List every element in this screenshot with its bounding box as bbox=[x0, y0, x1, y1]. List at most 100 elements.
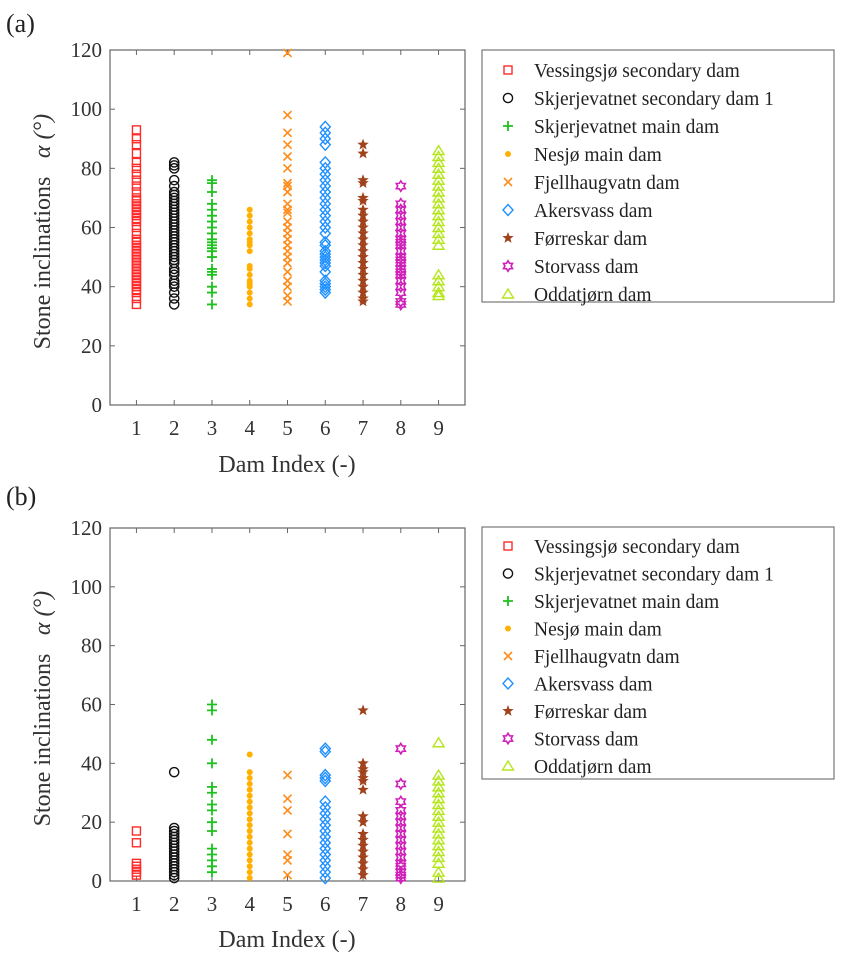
x-tick-label: 8 bbox=[396, 416, 407, 440]
x-tick-label: 6 bbox=[320, 416, 331, 440]
data-point bbox=[357, 772, 369, 783]
legend-marker bbox=[501, 287, 515, 299]
data-point bbox=[131, 222, 142, 233]
data-point bbox=[168, 828, 180, 840]
data-point bbox=[394, 868, 407, 882]
data-point bbox=[319, 197, 332, 211]
data-point bbox=[206, 817, 217, 828]
data-point bbox=[357, 816, 369, 828]
data-point bbox=[246, 827, 253, 834]
data-point bbox=[357, 191, 369, 203]
y-tick-label: 0 bbox=[92, 869, 103, 893]
data-point bbox=[431, 821, 446, 833]
x-tick-label: 5 bbox=[282, 892, 293, 916]
data-point bbox=[246, 218, 253, 225]
data-point bbox=[319, 830, 332, 844]
legend-marker bbox=[502, 92, 514, 104]
data-point bbox=[168, 180, 180, 192]
data-point bbox=[431, 191, 446, 203]
y-tick-label: 120 bbox=[71, 38, 103, 62]
data-point bbox=[431, 197, 446, 209]
data-point bbox=[319, 859, 332, 873]
data-point bbox=[131, 175, 142, 185]
data-point bbox=[319, 226, 332, 240]
panel-a-ylabel-group: Stone inclinations α (°) bbox=[30, 114, 56, 349]
data-point bbox=[282, 290, 293, 301]
data-point bbox=[131, 234, 142, 245]
data-point bbox=[246, 851, 253, 858]
data-point bbox=[246, 775, 253, 782]
legend-entry: Førreskar dam bbox=[534, 702, 647, 723]
data-point bbox=[246, 236, 253, 243]
data-point bbox=[357, 221, 369, 233]
data-point bbox=[131, 181, 142, 191]
panel-a-ticks: 1 2 3 4 5 6 7 8 9 0 20 40 60 80 100 120 bbox=[71, 38, 465, 440]
panel-b-legend bbox=[481, 526, 835, 780]
data-point bbox=[431, 203, 446, 215]
panel-b-points bbox=[131, 699, 446, 885]
data-point bbox=[131, 858, 142, 869]
data-point bbox=[319, 265, 332, 279]
panel-b-ylabel: Stone inclinations bbox=[30, 654, 56, 827]
data-point bbox=[206, 299, 217, 310]
data-point bbox=[131, 299, 142, 310]
panel-a-legend bbox=[481, 49, 835, 303]
data-point bbox=[168, 822, 180, 834]
data-point bbox=[282, 181, 293, 191]
data-point bbox=[319, 155, 332, 169]
data-point bbox=[319, 842, 332, 856]
data-point bbox=[431, 780, 446, 792]
y-tick-label: 80 bbox=[81, 634, 102, 658]
data-point bbox=[168, 174, 180, 186]
data-point bbox=[282, 163, 293, 173]
data-point bbox=[357, 757, 369, 769]
data-point bbox=[319, 836, 332, 850]
x-tick-label: 5 bbox=[282, 416, 293, 440]
data-point bbox=[357, 274, 369, 286]
x-tick-label: 4 bbox=[244, 892, 255, 916]
legend-marker bbox=[505, 151, 511, 157]
data-point bbox=[357, 239, 369, 251]
data-point bbox=[246, 289, 253, 296]
legend-entry: Skjerjevatnet main dam bbox=[534, 592, 719, 613]
data-point bbox=[431, 280, 446, 292]
x-tick-label: 6 bbox=[320, 892, 331, 916]
legend-entry: Akersvass dam bbox=[534, 201, 653, 222]
legend-marker bbox=[503, 541, 513, 551]
data-point bbox=[168, 299, 180, 310]
data-point bbox=[319, 215, 332, 229]
data-point bbox=[431, 215, 446, 227]
data-point bbox=[431, 851, 446, 863]
data-point bbox=[319, 120, 332, 134]
data-point bbox=[319, 167, 332, 181]
data-point bbox=[431, 798, 446, 810]
panel-b-xlabel: Dam Index (-) bbox=[218, 927, 355, 953]
legend-entry: Storvass dam bbox=[534, 730, 639, 751]
data-point bbox=[282, 140, 293, 150]
data-point bbox=[282, 829, 293, 839]
data-point bbox=[246, 816, 253, 823]
data-point bbox=[319, 220, 332, 235]
legend-entry: Fjellhaugvatn dam bbox=[534, 647, 680, 668]
data-point bbox=[246, 271, 253, 278]
data-point bbox=[357, 704, 369, 716]
data-point bbox=[282, 110, 293, 120]
data-point bbox=[431, 857, 446, 869]
data-point bbox=[357, 839, 369, 851]
data-point bbox=[319, 132, 332, 146]
data-point bbox=[206, 198, 217, 209]
data-point bbox=[319, 853, 332, 867]
data-point bbox=[431, 871, 446, 883]
x-tick-label: 8 bbox=[396, 892, 407, 916]
data-point bbox=[246, 277, 253, 284]
legend-entry: Skjerjevatnet secondary dam 1 bbox=[534, 565, 774, 586]
data-point bbox=[431, 173, 446, 185]
data-point bbox=[319, 126, 332, 140]
data-point bbox=[246, 792, 253, 799]
y-tick-label: 40 bbox=[81, 275, 102, 299]
legend-marker bbox=[502, 705, 514, 716]
data-point bbox=[357, 245, 369, 257]
data-point bbox=[357, 851, 369, 863]
panel-b-legend-items: Vessingsjø secondary dam Skjerjevatnet se… bbox=[501, 537, 774, 778]
